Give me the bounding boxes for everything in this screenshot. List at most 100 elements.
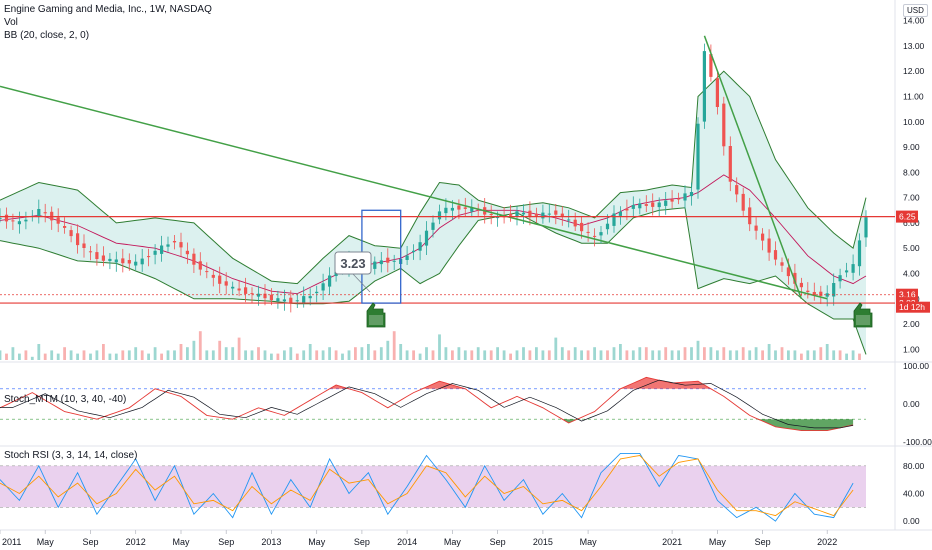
volume-bar: [541, 350, 545, 360]
volume-bar: [690, 347, 693, 360]
volume-bar: [121, 350, 125, 360]
symbol-title[interactable]: Engine Gaming and Media, Inc., 1W, NASDA…: [4, 4, 212, 15]
time-tick-label: Sep: [490, 537, 506, 547]
volume-bar: [386, 340, 390, 360]
candle-body: [748, 207, 752, 225]
candle-body: [95, 252, 99, 259]
volume-bar: [554, 337, 558, 360]
candle-body: [560, 213, 564, 217]
volume-bar: [832, 350, 836, 360]
candle-body: [728, 146, 732, 182]
candle-body: [845, 270, 849, 273]
drawn-lines[interactable]: [0, 35, 895, 304]
volume-bar: [347, 350, 351, 360]
price-tick-label: 4.00: [903, 269, 920, 279]
time-tick-label: Sep: [82, 537, 98, 547]
volume-bar: [528, 350, 532, 360]
volume-bar: [431, 350, 435, 360]
volume-bar: [89, 353, 92, 360]
time-tick-label: May: [308, 537, 326, 547]
volume-bar: [270, 353, 273, 360]
candle-body: [793, 272, 797, 284]
candle-body: [547, 213, 551, 215]
candle-body: [586, 231, 590, 233]
volume-bar: [683, 347, 687, 360]
volume-bar: [140, 350, 144, 360]
volume-bar: [800, 353, 803, 360]
candle-body: [211, 274, 215, 278]
volume-bar: [30, 356, 34, 360]
candle-body: [735, 185, 739, 195]
candle-body: [799, 282, 803, 288]
candle-body: [179, 242, 183, 248]
volume-legend[interactable]: Vol: [4, 17, 18, 28]
volume-bar: [24, 350, 28, 360]
volume-bar: [0, 350, 2, 360]
volume-bar: [211, 350, 215, 360]
volume-bar: [237, 337, 241, 360]
candle-body: [593, 235, 597, 237]
time-axis[interactable]: 2011 May Sep 2012 May Sep 2013 May Sep 2014 May Sep…: [0, 530, 837, 547]
volume-bar: [606, 350, 609, 360]
price-axis[interactable]: 14.00 13.00 12.00 11.00 10.00 9.00 8.00 7.00 6.0…: [896, 16, 932, 526]
price-tick-label: 14.00: [903, 16, 925, 26]
volume-bar: [367, 344, 370, 360]
candle-body: [263, 293, 267, 299]
candle-body: [696, 123, 700, 190]
price-tick-label: 8.00: [903, 167, 920, 177]
candle-body: [515, 211, 519, 217]
time-tick-label: 2022: [817, 537, 837, 547]
candle-body: [444, 207, 448, 214]
volume-bar: [812, 350, 816, 360]
stoch-mtm-legend[interactable]: Stoch_MTM (10, 3, 40, -40): [4, 394, 127, 405]
candle-body: [140, 258, 144, 265]
volume-bar: [741, 347, 745, 360]
price-tick-label: 9.00: [903, 142, 920, 152]
volume-bar: [567, 350, 571, 360]
currency-badge[interactable]: USD: [903, 4, 928, 17]
volume-bar: [186, 347, 189, 360]
candle-body: [185, 250, 189, 255]
candle-body: [160, 245, 164, 254]
time-tick-label: May: [709, 537, 727, 547]
price-tick-label: 12.00: [903, 66, 925, 76]
volume-bar: [321, 350, 325, 360]
volume-bar: [625, 350, 629, 360]
candle-body: [657, 202, 661, 208]
volume-bar: [56, 353, 60, 360]
bollinger-fill: [0, 71, 866, 355]
volume-bar: [114, 353, 118, 360]
volume-bar: [496, 347, 499, 360]
volume-bar: [825, 344, 829, 360]
volume-bar: [166, 350, 170, 360]
time-tick-label: Sep: [218, 537, 234, 547]
stoch-rsi-legend[interactable]: Stoch RSI (3, 3, 14, 14, close): [4, 450, 138, 461]
stoch-rsi-pane: [0, 452, 866, 522]
price-tick-label: 13.00: [903, 41, 925, 51]
volume-bar: [308, 344, 312, 360]
candle-body: [37, 209, 41, 217]
volume-bar: [173, 350, 176, 360]
candle-body: [134, 261, 138, 266]
candle-body: [754, 225, 758, 231]
volume-bar: [153, 347, 157, 360]
time-tick-label: Sep: [354, 537, 370, 547]
volume-bar: [657, 350, 661, 360]
candle-body: [702, 51, 706, 122]
candle-body: [761, 233, 765, 241]
volume-bar: [858, 353, 861, 360]
candle-body: [437, 211, 442, 220]
candle-body: [528, 210, 532, 217]
price-series: [0, 43, 868, 313]
last-price-tag: 3.16: [899, 290, 916, 300]
bollinger-legend[interactable]: BB (20, close, 2, 0): [4, 30, 90, 41]
candle-body: [56, 217, 60, 224]
candle-body: [567, 219, 571, 221]
price-tick-label: 6.00: [903, 218, 920, 228]
candle-body: [521, 212, 526, 215]
candle-body: [541, 212, 545, 219]
rsi-D-line: [0, 455, 854, 517]
volume-bar: [664, 347, 668, 360]
volume-bar: [76, 353, 79, 360]
